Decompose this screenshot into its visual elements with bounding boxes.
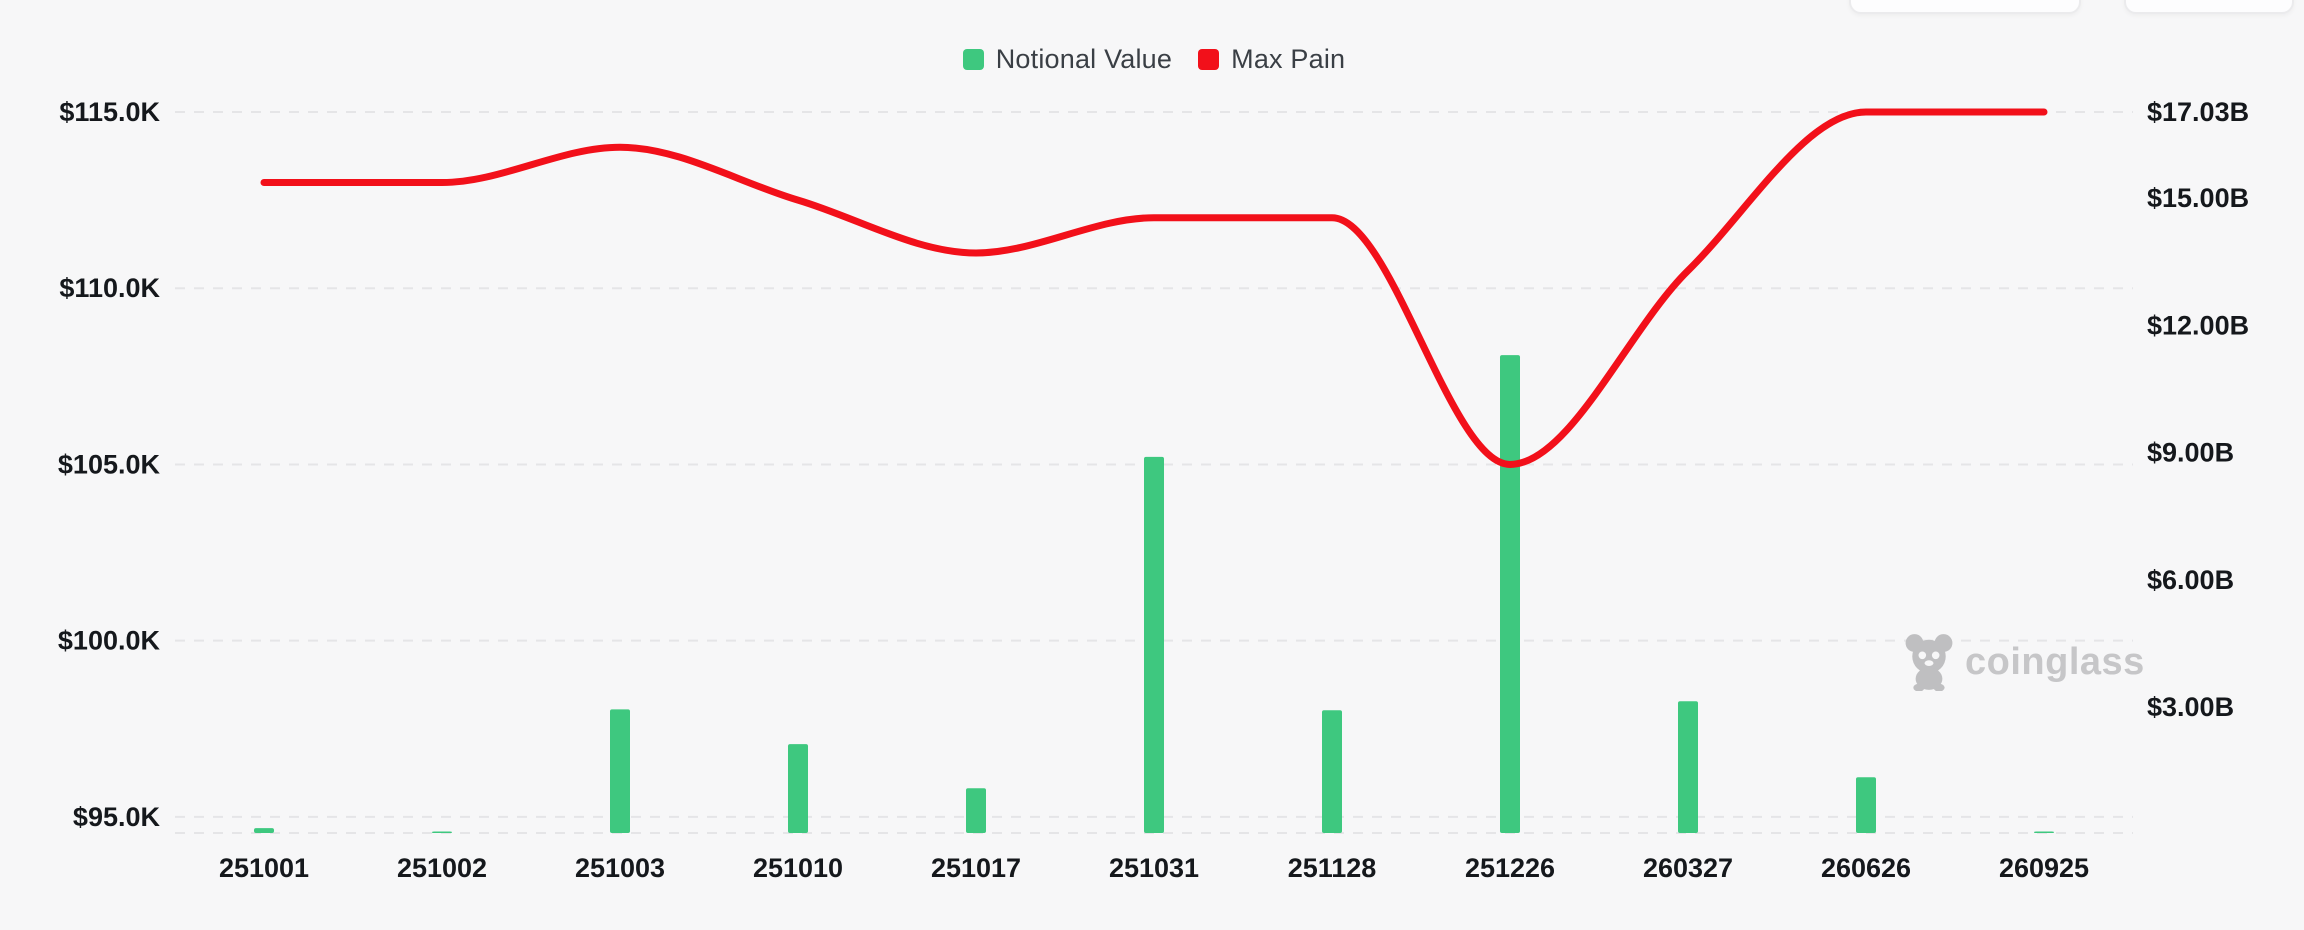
right-axis-tick-label: $3.00B: [2147, 692, 2234, 722]
x-axis-tick-label: 251031: [1109, 853, 1199, 883]
bar-260327[interactable]: [1678, 701, 1698, 833]
left-axis-tick-label: $110.0K: [59, 273, 160, 303]
bar-260925[interactable]: [2034, 831, 2054, 834]
chart-legend: Notional Value Max Pain: [175, 44, 2133, 75]
right-axis-tick-label: $12.00B: [2147, 310, 2249, 340]
right-axis-tick-label: $17.03B: [2147, 97, 2249, 127]
notional-value-swatch-icon: [962, 49, 984, 70]
legend-item-max-pain[interactable]: Max Pain: [1198, 44, 1345, 75]
x-axis-tick-label: 251002: [397, 853, 487, 883]
bar-251003[interactable]: [610, 709, 630, 833]
left-axis-tick-label: $100.0K: [58, 626, 161, 656]
bar-251017[interactable]: [966, 788, 986, 833]
x-axis-tick-label: 260626: [1821, 853, 1911, 883]
max-pain-swatch-icon: [1198, 49, 1220, 70]
x-axis-tick-label: 251017: [931, 853, 1021, 883]
bar-251010[interactable]: [788, 744, 808, 833]
right-axis-tick-label: $9.00B: [2147, 438, 2234, 468]
x-axis-tick-label: 260327: [1643, 853, 1733, 883]
left-axis-tick-label: $105.0K: [58, 449, 161, 479]
x-axis-tick-label: 251226: [1465, 853, 1555, 883]
legend-label: Notional Value: [995, 44, 1173, 74]
right-axis-tick-label: $15.00B: [2147, 183, 2249, 213]
x-axis-tick-label: 251010: [753, 853, 843, 883]
left-axis-tick-label: $95.0K: [73, 802, 161, 832]
bar-251128[interactable]: [1322, 710, 1342, 833]
bar-251226[interactable]: [1500, 355, 1520, 833]
bar-260626[interactable]: [1856, 777, 1876, 833]
legend-item-notional-value[interactable]: Notional Value: [962, 44, 1173, 75]
x-axis-tick-label: 251003: [575, 853, 665, 883]
x-axis-tick-label: 251128: [1288, 853, 1377, 883]
x-axis-tick-label: 260925: [1999, 853, 2089, 883]
right-axis-tick-label: $6.00B: [2147, 565, 2234, 595]
bar-251002[interactable]: [432, 831, 452, 834]
bar-251031[interactable]: [1144, 456, 1164, 833]
legend-label: Max Pain: [1231, 44, 1346, 74]
left-axis-tick-label: $115.0K: [59, 97, 160, 127]
bar-251001[interactable]: [254, 828, 274, 833]
x-axis-tick-label: 251001: [219, 853, 309, 883]
max-pain-line[interactable]: [260, 108, 2048, 468]
